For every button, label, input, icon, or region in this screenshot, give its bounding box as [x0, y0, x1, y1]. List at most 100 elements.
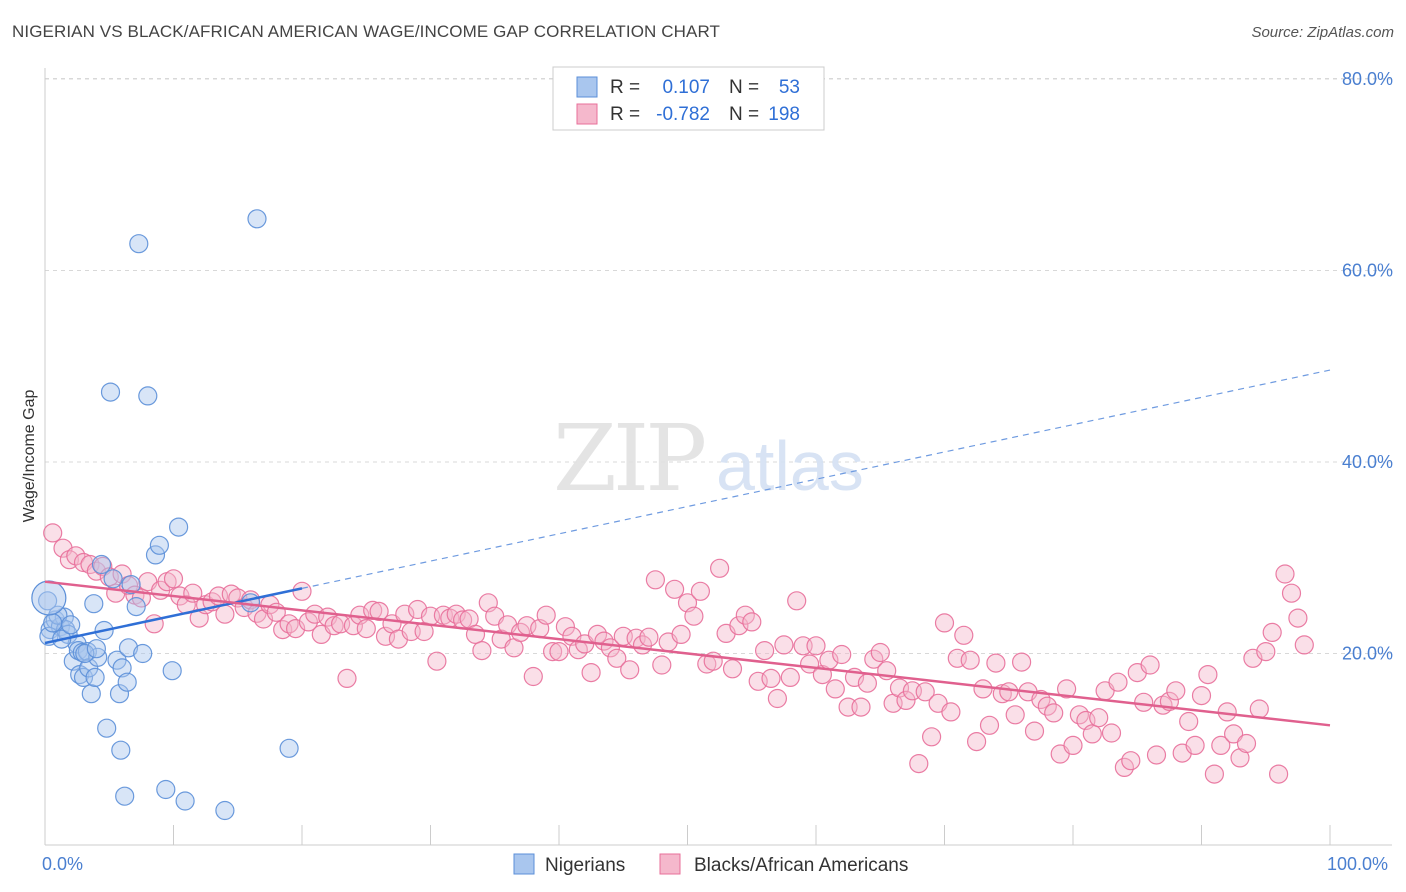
blacks-point [1281, 583, 1302, 603]
blacks-point [1108, 672, 1128, 692]
nigerians-point [215, 800, 235, 821]
nigerians-point [91, 554, 112, 575]
watermark-zip: ZIP [553, 405, 704, 512]
blacks-point [915, 682, 935, 702]
blacks-point [780, 667, 800, 688]
bottom-legend-nigerians: Nigerians [545, 855, 625, 876]
nigerians-point [86, 639, 107, 659]
trend-lines [44, 369, 1331, 727]
y-tick-label-80: 80.0% [1342, 69, 1393, 89]
blacks-point [825, 679, 845, 699]
blacks-point [652, 655, 672, 675]
nigerians-point [145, 545, 166, 565]
blacks-point [1185, 735, 1205, 756]
blacks-point [986, 653, 1006, 673]
blacks-point [1262, 622, 1282, 643]
nigerians-point [61, 615, 81, 635]
bottom-legend: Nigerians Blacks/African Americans [513, 853, 908, 876]
blacks-point [620, 660, 640, 680]
nigerians-point [247, 209, 267, 229]
blacks-point [787, 591, 807, 611]
blacks-point [555, 617, 576, 637]
blacks-point [581, 662, 601, 683]
blacks-point [774, 635, 794, 655]
blacks-point [1249, 699, 1269, 719]
blacks-trend [44, 580, 1331, 727]
blacks-point [1011, 652, 1032, 672]
blacks-point [1005, 705, 1025, 725]
blacks-point [934, 613, 955, 633]
blacks-point [427, 651, 447, 671]
legend-r-value-2: -0.782 [656, 104, 710, 125]
blacks-point [1191, 685, 1212, 706]
blacks-point [921, 727, 942, 747]
nigerians-point [84, 594, 104, 614]
blacks-point [664, 579, 685, 599]
blacks-point [684, 606, 704, 626]
blacks-point [1211, 735, 1231, 756]
blacks-point [1166, 681, 1186, 701]
blacks-point [806, 636, 826, 656]
blacks-point [857, 673, 878, 693]
nigerians-point [162, 661, 182, 681]
blacks-point [767, 688, 788, 709]
blacks-point [639, 627, 659, 647]
legend-box: R = 0.107 N = 53 R = -0.782 N = 198 [552, 66, 825, 131]
blacks-point [542, 641, 563, 662]
blacks-point [43, 523, 63, 543]
blacks-point [722, 659, 743, 679]
nigerians-point [75, 643, 95, 664]
blacks-point [1121, 751, 1141, 771]
legend-frame [552, 66, 825, 131]
series-nigerians [31, 209, 299, 821]
nigerians-point [85, 667, 105, 688]
nigerians-point [100, 382, 121, 402]
blacks-point [754, 640, 775, 661]
blacks-point [1268, 764, 1289, 784]
blacks-point [851, 697, 871, 717]
nigerians-point [43, 613, 63, 633]
blacks-point [1236, 733, 1257, 754]
nigerians-point [115, 786, 135, 806]
nigerians-trend-solid [44, 587, 303, 645]
blacks-point [66, 546, 86, 566]
blacks-point [870, 642, 890, 663]
nigerians-point [111, 740, 131, 760]
blacks-point [742, 612, 762, 632]
blacks-point [324, 616, 344, 636]
blacks-point [690, 581, 711, 601]
legend-r-label-2: R = [610, 104, 640, 125]
blacks-point [1146, 745, 1167, 765]
y-tick-label-60: 60.0% [1342, 261, 1393, 281]
nigerians-point [121, 574, 141, 595]
legend-swatch-nigerians [576, 76, 598, 98]
watermark: ZIP atlas [553, 405, 864, 512]
blacks-point [1044, 703, 1064, 723]
nigerians-point [81, 684, 101, 704]
blacks-point [1275, 564, 1295, 584]
legend-n-label-2: N = [729, 104, 759, 125]
blacks-point [941, 702, 961, 722]
blacks-point [607, 648, 627, 668]
blacks-point [832, 644, 852, 665]
blacks-point [536, 605, 556, 625]
nigerians-point [149, 535, 169, 555]
blacks-point [1288, 608, 1308, 628]
blacks-point [1179, 711, 1199, 732]
x-tick-marks [44, 825, 1331, 845]
nigerians-point [109, 684, 130, 704]
blacks-point [979, 715, 1000, 735]
nigerians-point [126, 596, 146, 617]
blacks-point [973, 679, 993, 699]
blacks-point [1140, 655, 1160, 675]
blacks-point [709, 558, 730, 578]
blacks-point [1198, 664, 1218, 685]
nigerians-point [133, 643, 153, 664]
blacks-point [523, 666, 543, 687]
blacks-point [163, 569, 184, 589]
bottom-legend-swatch-nigerians [513, 853, 535, 875]
nigerians-point [169, 517, 189, 537]
blacks-point [671, 624, 691, 645]
chart-source: Source: ZipAtlas.com [1251, 24, 1394, 41]
